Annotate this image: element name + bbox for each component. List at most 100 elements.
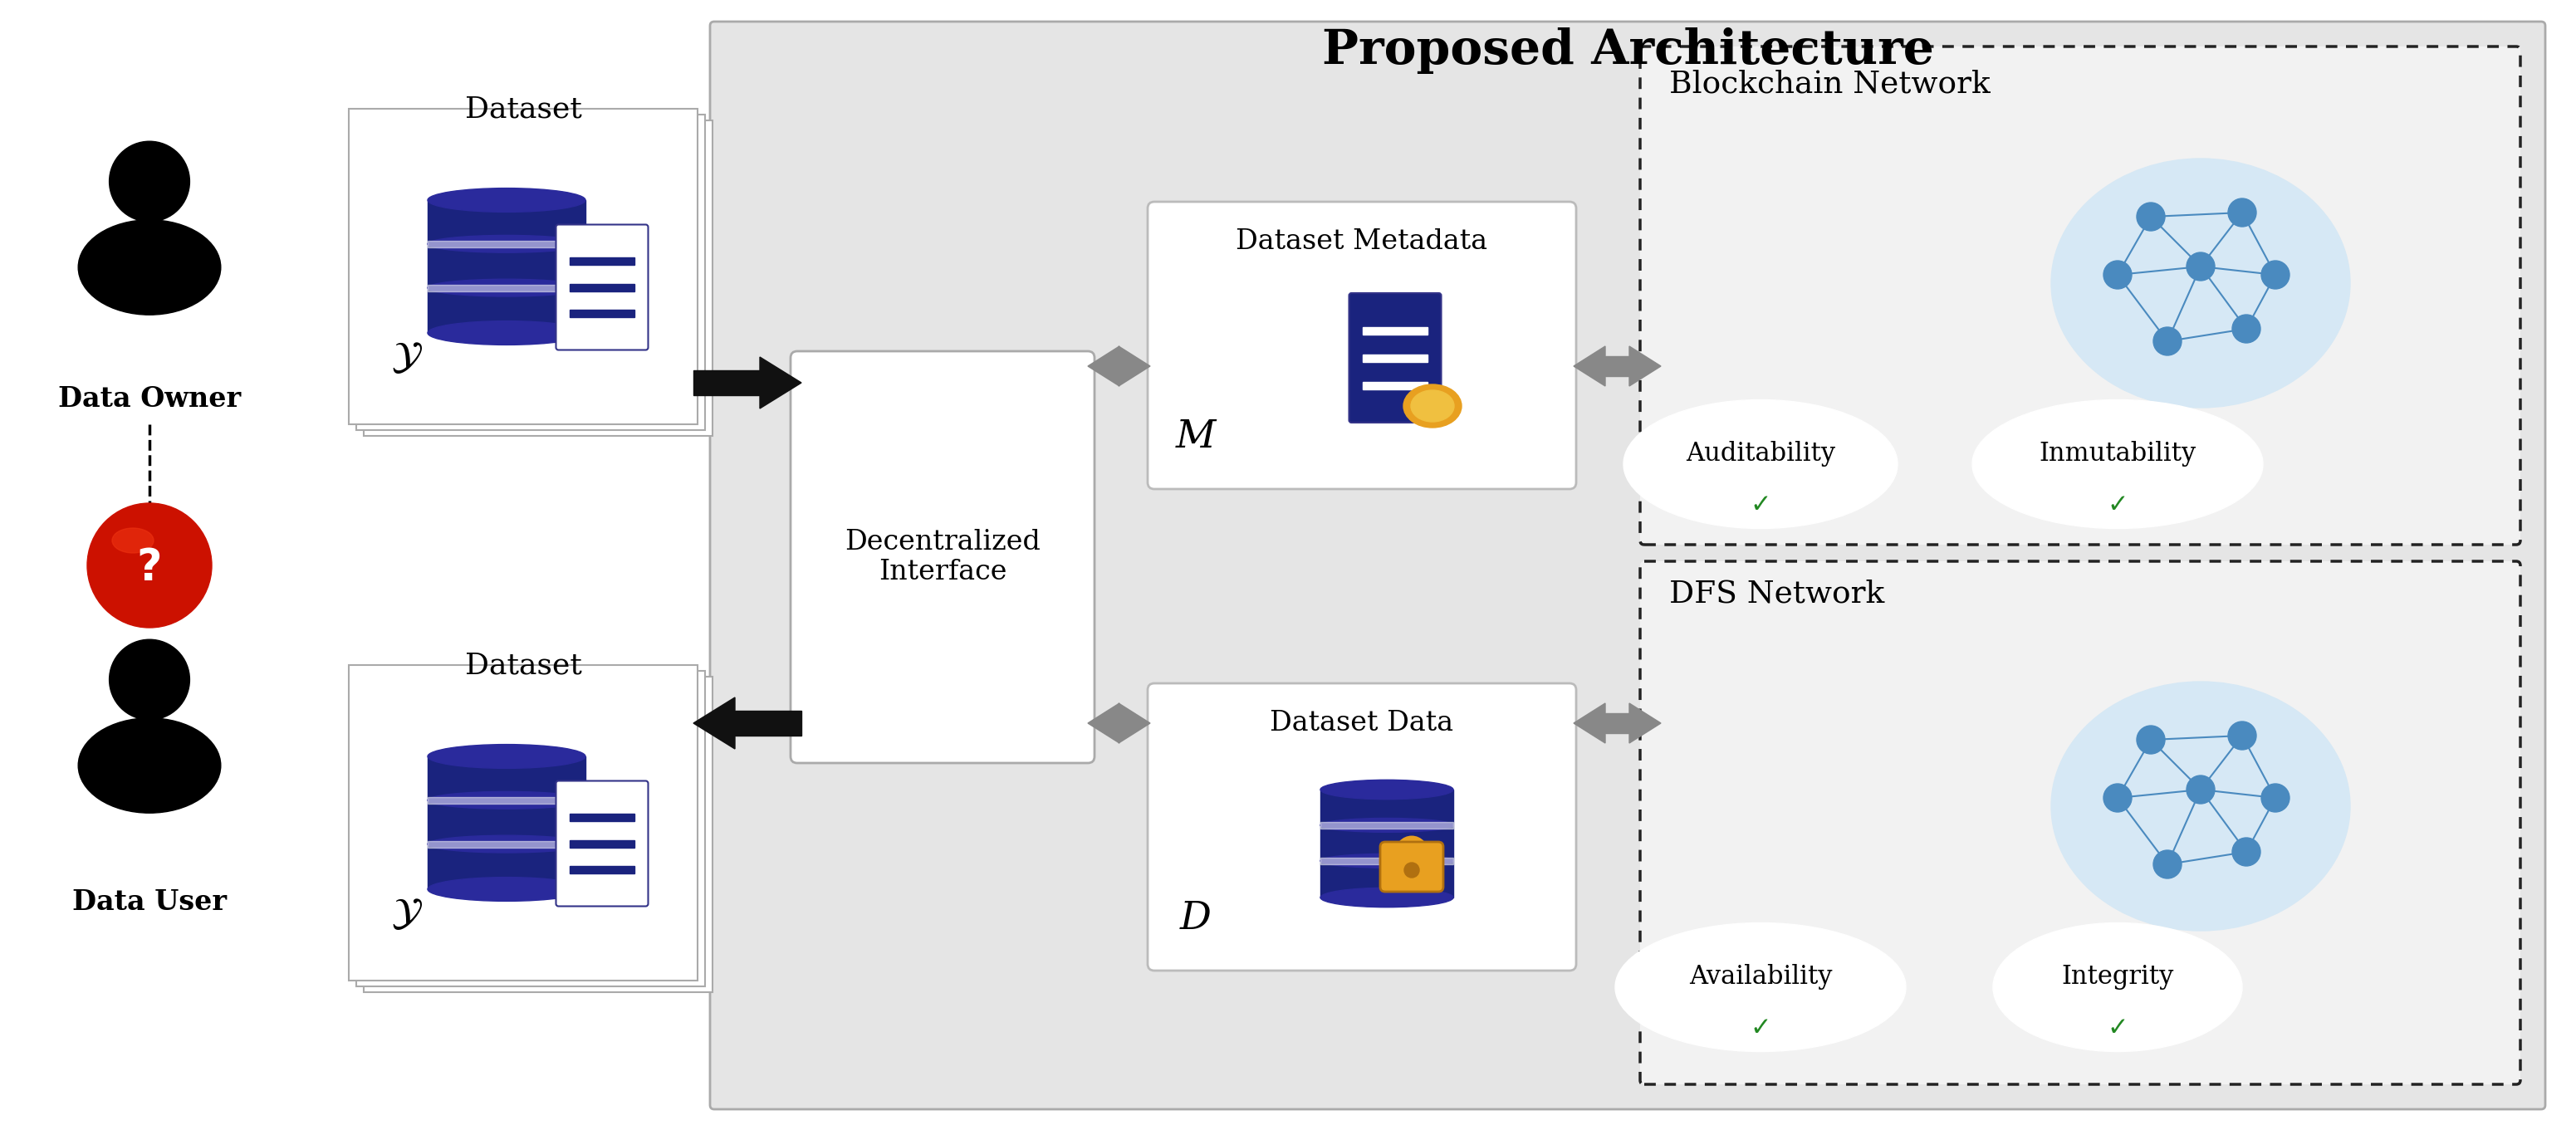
Ellipse shape [428,835,585,853]
Bar [1321,822,1453,828]
Polygon shape [1118,346,1149,386]
Circle shape [2105,261,2133,289]
Polygon shape [1628,703,1662,744]
Bar [1321,790,1453,897]
Bar [1363,354,1427,362]
Bar [1363,382,1427,389]
Bar [693,371,760,396]
Ellipse shape [1615,923,1906,1052]
Bar [428,241,585,247]
FancyBboxPatch shape [1149,684,1577,971]
Circle shape [2262,784,2290,812]
Bar [569,284,634,292]
FancyBboxPatch shape [1381,842,1443,892]
FancyBboxPatch shape [355,114,706,431]
FancyBboxPatch shape [348,108,698,424]
Polygon shape [1118,703,1149,744]
Text: ✓: ✓ [1749,1017,1772,1041]
Ellipse shape [2050,681,2349,931]
Polygon shape [1628,346,1662,386]
Circle shape [2262,261,2290,289]
Circle shape [2228,199,2257,227]
Text: $\mathcal{Y}$: $\mathcal{Y}$ [392,895,422,933]
FancyBboxPatch shape [711,21,2545,1110]
Circle shape [2105,784,2133,812]
FancyBboxPatch shape [556,225,649,350]
Bar [569,840,634,848]
Text: Auditability: Auditability [1685,441,1834,467]
Text: Proposed Architecture: Proposed Architecture [1321,27,1935,73]
FancyBboxPatch shape [1641,562,2519,1085]
Circle shape [2187,252,2215,280]
Bar [1363,327,1427,334]
Ellipse shape [1994,923,2241,1052]
Text: Dataset: Dataset [464,651,582,679]
Text: ✓: ✓ [2107,494,2128,518]
Circle shape [2187,775,2215,803]
Bar [569,257,634,264]
Ellipse shape [1321,888,1453,907]
Bar [569,310,634,318]
Polygon shape [1574,346,1605,386]
FancyBboxPatch shape [556,781,649,906]
FancyBboxPatch shape [791,351,1095,763]
FancyBboxPatch shape [363,121,714,436]
Bar [1605,356,1628,376]
Text: Dataset Metadata: Dataset Metadata [1236,228,1489,255]
Text: DFS Network: DFS Network [1669,580,1886,609]
Text: ✓: ✓ [1749,494,1772,518]
Polygon shape [1087,703,1121,744]
Ellipse shape [428,321,585,345]
Bar [428,200,585,333]
Ellipse shape [77,220,222,315]
Circle shape [2233,314,2259,342]
Bar [734,711,801,736]
Polygon shape [760,357,801,408]
Text: Decentralized
Interface: Decentralized Interface [845,529,1041,585]
Ellipse shape [428,792,585,809]
Ellipse shape [1973,400,2262,529]
Ellipse shape [1321,818,1453,832]
Text: D: D [1180,899,1211,937]
Ellipse shape [428,188,585,212]
Circle shape [2136,202,2164,231]
Text: $\mathcal{Y}$: $\mathcal{Y}$ [392,339,422,376]
Circle shape [108,640,191,720]
Ellipse shape [428,877,585,902]
Ellipse shape [1321,854,1453,868]
Bar [569,814,634,820]
FancyBboxPatch shape [1641,46,2519,545]
Bar [1605,713,1628,733]
Ellipse shape [428,235,585,253]
FancyBboxPatch shape [1149,202,1577,489]
Ellipse shape [1404,384,1461,427]
Circle shape [2136,725,2164,754]
Ellipse shape [77,718,222,812]
Polygon shape [693,697,734,749]
FancyBboxPatch shape [1350,293,1440,423]
Bar [428,841,585,848]
Bar [428,285,585,292]
Text: M: M [1175,418,1216,455]
Text: Dataset Data: Dataset Data [1270,710,1453,737]
Text: Data User: Data User [72,888,227,915]
Polygon shape [1574,703,1605,744]
Bar [428,797,585,803]
Ellipse shape [1412,390,1453,421]
Text: Data Owner: Data Owner [59,385,242,414]
Bar [569,867,634,873]
Circle shape [2233,837,2259,866]
Ellipse shape [428,279,585,296]
Text: ?: ? [137,546,162,590]
Circle shape [2154,327,2182,355]
Circle shape [2228,722,2257,749]
Ellipse shape [1623,400,1899,529]
Ellipse shape [113,528,155,553]
Polygon shape [1087,346,1121,386]
Text: ✓: ✓ [2107,1017,2128,1041]
Text: Inmutability: Inmutability [2040,441,2197,467]
FancyBboxPatch shape [363,677,714,992]
Bar [1321,858,1453,864]
Text: Integrity: Integrity [2061,964,2174,989]
Circle shape [108,141,191,221]
